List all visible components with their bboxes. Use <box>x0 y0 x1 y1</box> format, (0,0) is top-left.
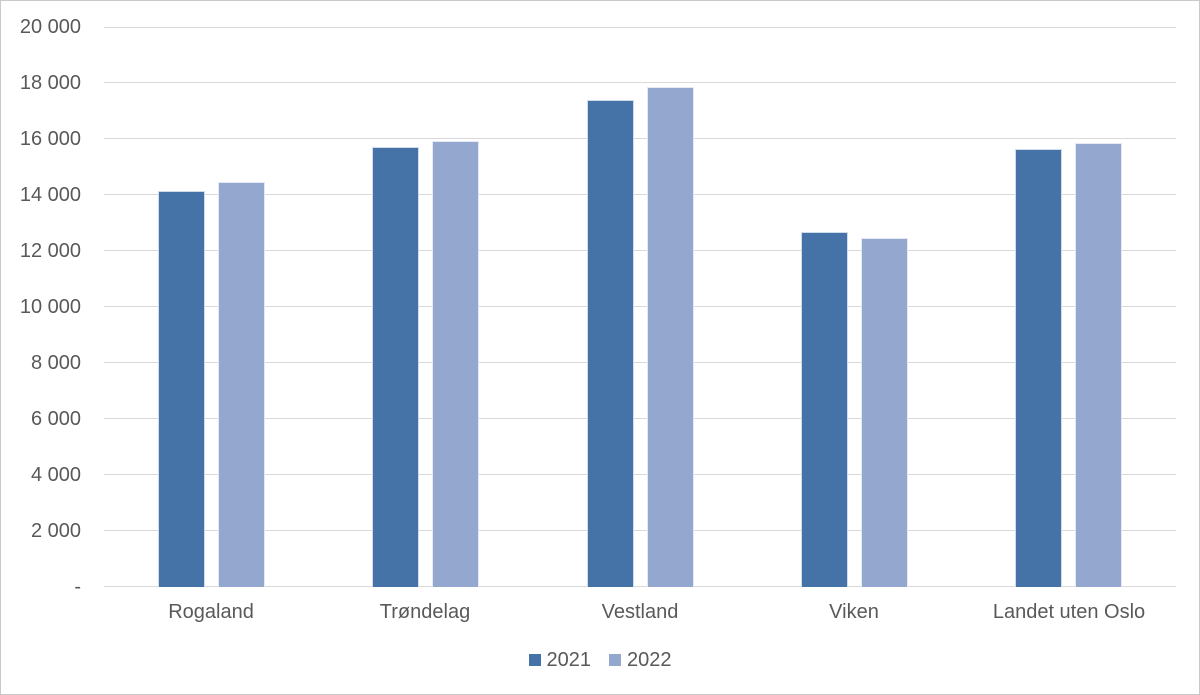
gridline <box>104 362 1176 363</box>
legend-swatch-2021 <box>528 654 541 666</box>
plot-area <box>104 27 1176 587</box>
gridline <box>104 82 1176 83</box>
bar-2021-landet-uten-oslo <box>1015 149 1062 587</box>
y-tick-label: 6 000 <box>30 408 81 430</box>
x-category-label: Vestland <box>601 601 679 623</box>
x-category-label: Landet uten Oslo <box>992 601 1146 623</box>
gridline <box>104 418 1176 419</box>
bar-2022-rogaland <box>218 182 265 587</box>
y-tick-label: 18 000 <box>19 72 81 94</box>
gridline <box>104 250 1176 251</box>
gridline <box>104 27 1176 28</box>
gridline <box>104 194 1176 195</box>
legend-label-2021: 2021 <box>546 649 592 671</box>
legend-label-2022: 2022 <box>627 649 672 671</box>
bar-2021-vestland <box>587 100 634 587</box>
gridline <box>104 306 1176 307</box>
x-category-label: Trøndelag <box>379 601 471 623</box>
x-category-label: Rogaland <box>168 601 254 623</box>
y-tick-label: 16 000 <box>19 128 81 150</box>
x-category-label: Viken <box>829 601 879 623</box>
bar-2021-rogaland <box>158 191 205 587</box>
bar-2022-vestland <box>647 87 694 587</box>
gridline <box>104 138 1176 139</box>
legend-item-2022: 2022 <box>609 649 672 671</box>
y-tick-label: 2 000 <box>30 520 81 542</box>
y-tick-label: 20 000 <box>19 16 81 38</box>
y-tick-label: 8 000 <box>30 352 81 374</box>
bar-2022-trøndelag <box>432 141 479 587</box>
gridline <box>104 474 1176 475</box>
gridline <box>104 530 1176 531</box>
legend-item-2021: 2021 <box>528 649 592 671</box>
bar-2021-viken <box>801 232 848 587</box>
x-axis-line <box>104 586 1176 587</box>
y-tick-label: 14 000 <box>19 184 81 206</box>
bar-2022-viken <box>861 238 908 587</box>
bar-2022-landet-uten-oslo <box>1075 143 1122 587</box>
legend: 2021 2022 <box>1 647 1199 673</box>
y-tick-label: 12 000 <box>19 240 81 262</box>
y-tick-label: 4 000 <box>30 464 81 486</box>
legend-swatch-2022 <box>609 654 621 666</box>
y-tick-label: 10 000 <box>19 296 81 318</box>
bar-2021-trøndelag <box>372 147 419 587</box>
y-tick-label: - <box>74 576 81 598</box>
